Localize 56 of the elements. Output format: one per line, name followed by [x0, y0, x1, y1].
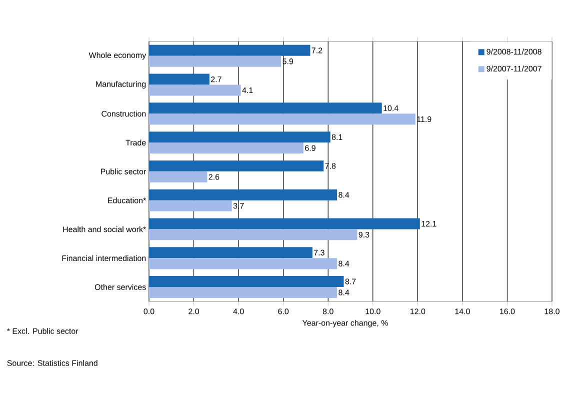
x-tick-label: 6.0 [278, 308, 289, 314]
y-tick-label: Manufacturing [96, 81, 146, 89]
data-label: 8.4 [338, 290, 350, 296]
data-label: 8.4 [338, 192, 350, 198]
x-tick-label: 2.0 [188, 308, 200, 314]
data-label: 9.3 [358, 232, 370, 238]
source-note: Source: Statistics Finland [7, 360, 98, 366]
data-label: 7.2 [312, 48, 322, 54]
x-tick-label: 4.0 [233, 308, 244, 314]
x-tick-label: 0.0 [144, 308, 154, 314]
x-tick-label: 10.0 [366, 308, 380, 314]
bar [149, 56, 282, 67]
y-tick-label: Health and social work* [63, 226, 146, 232]
data-label: 8.4 [338, 260, 350, 266]
data-label: 12.1 [422, 220, 436, 227]
bar [149, 200, 232, 212]
data-label: 2.6 [208, 174, 220, 180]
bar [149, 84, 241, 96]
bar [149, 218, 420, 230]
data-label: 4.1 [242, 88, 253, 94]
y-tick-label: Whole economy [88, 52, 146, 60]
bar [149, 102, 382, 114]
x-tick-label: 14.0 [455, 308, 470, 314]
bar [149, 114, 416, 125]
data-label: 7.3 [314, 250, 324, 256]
x-tick-label: 18.0 [544, 308, 560, 314]
y-tick-label: Other services [94, 284, 146, 290]
bar [149, 247, 312, 258]
bar [149, 132, 330, 143]
bar [149, 258, 338, 270]
bar [149, 74, 210, 85]
legend-label: 9/2007-11/2007 [486, 66, 542, 72]
text: * Excl. Public sector [7, 328, 78, 334]
y-tick-label: Construction [102, 110, 146, 117]
bar [149, 171, 208, 182]
bar [149, 142, 304, 154]
x-tick-label: 8.0 [322, 308, 334, 314]
x-axis-title: Year-on-year change, % [302, 320, 388, 328]
y-tick-label: Trade [126, 140, 146, 146]
bar [149, 286, 338, 298]
data-label: 8.7 [345, 278, 356, 284]
bar [149, 44, 310, 56]
bar [149, 160, 324, 172]
data-label: 8.1 [332, 134, 342, 140]
legend-label: 9/2008-11/2008 [486, 48, 542, 55]
y-tick-label: Financial intermediation [62, 255, 146, 262]
y-tick-label: Public sector [101, 168, 146, 174]
data-label: 2.7 [211, 76, 222, 82]
bar [149, 229, 358, 240]
x-tick-label: 16.0 [500, 308, 515, 314]
x-tick-label: 12.0 [410, 308, 426, 314]
data-label: 10.4 [384, 105, 398, 112]
bar [149, 189, 338, 200]
data-label: 6.9 [305, 145, 316, 151]
y-tick-label: Education* [108, 197, 146, 204]
bar [149, 276, 344, 287]
